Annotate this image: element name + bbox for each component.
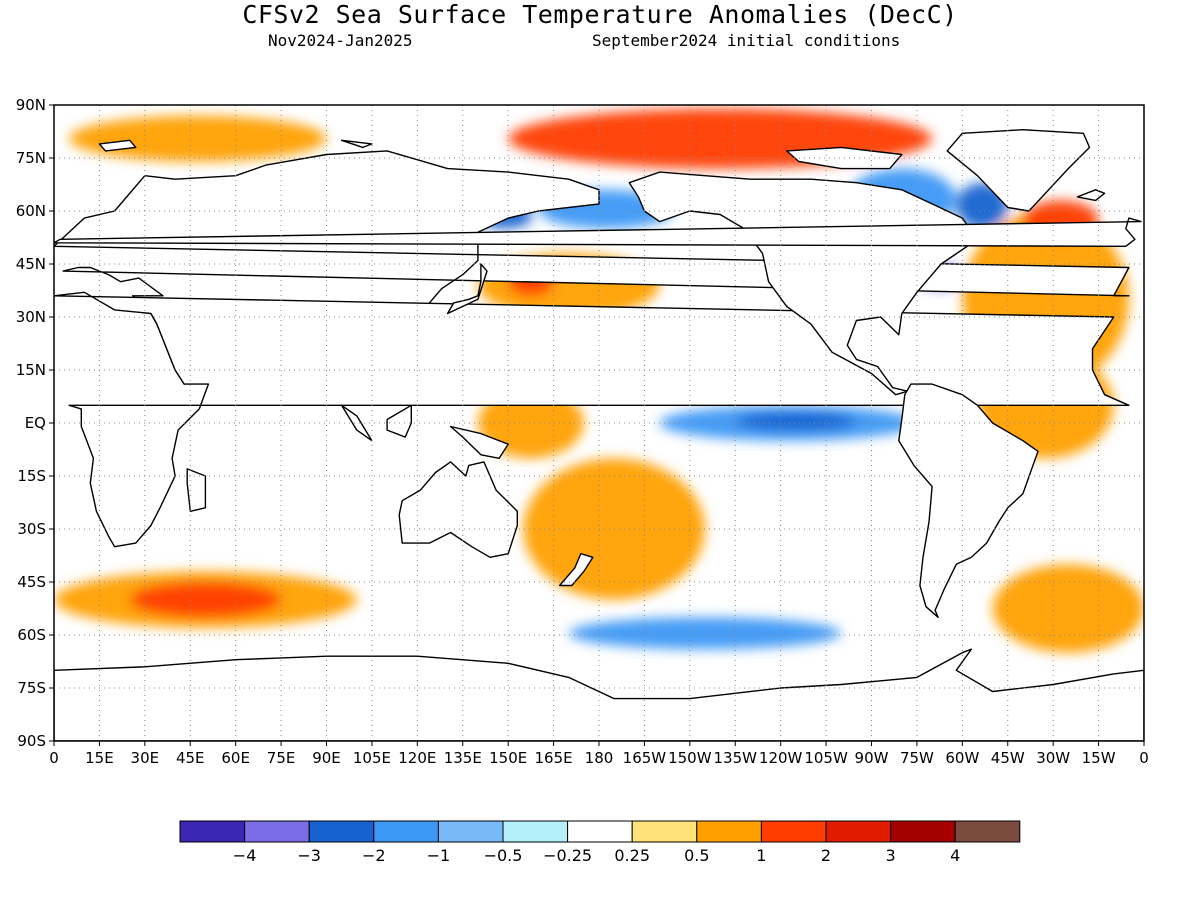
lon-label: 45E	[176, 749, 205, 767]
lon-label: 75W	[900, 749, 934, 767]
lon-label: 45W	[991, 749, 1025, 767]
colorbar-label: −0.5	[484, 846, 523, 865]
colorbar-label: −3	[297, 846, 321, 865]
colorbar-swatch	[308, 820, 375, 843]
lon-label: 60W	[945, 749, 979, 767]
lon-label: 105E	[353, 749, 391, 767]
colorbar-swatch	[373, 820, 439, 843]
anomaly-region	[992, 564, 1144, 653]
colorbar-swatch	[179, 820, 246, 843]
landmass	[449, 425, 509, 459]
colorbar-label: −0.25	[543, 846, 592, 865]
colorbar-swatch	[567, 820, 633, 843]
lon-label: 150W	[668, 749, 712, 767]
lon-label: 30W	[1036, 749, 1070, 767]
colorbar-swatch	[437, 820, 504, 843]
lon-label: 75E	[267, 749, 296, 767]
anomaly-region	[735, 412, 857, 431]
colorbar: −4 −3 −2 −1 −0.5 −0.25 0.25 0.5 1 2 3 4	[179, 820, 1021, 865]
landmass	[558, 553, 594, 587]
lon-label: 30E	[131, 749, 160, 767]
landmass	[54, 291, 1130, 548]
colorbar-swatch	[244, 820, 310, 843]
lon-label: 90E	[312, 749, 341, 767]
landmass	[398, 461, 518, 558]
lon-label: 180	[585, 749, 614, 767]
lon-label: 0	[49, 749, 59, 767]
lon-label: 165E	[535, 749, 573, 767]
anomaly-region	[69, 115, 327, 162]
landmass	[98, 139, 137, 152]
axis-ticks	[49, 104, 1145, 746]
lon-label: 0	[1139, 749, 1149, 767]
lat-label: 45N	[16, 255, 46, 273]
lon-label: 105W	[804, 749, 848, 767]
lat-label: 15N	[16, 361, 46, 379]
lat-label: 30S	[17, 520, 46, 538]
longitude-labels: 0 15E 30E 45E 60E 75E 90E 105E 120E 135E 150E 165E 1…	[49, 749, 1149, 767]
colorbar-swatch	[825, 820, 892, 843]
lon-label: 120W	[759, 749, 803, 767]
landmass	[446, 263, 488, 315]
landmass	[898, 383, 1039, 618]
lat-label: 60N	[16, 202, 46, 220]
colorbar-label: −4	[233, 846, 257, 865]
colorbar-label: 4	[950, 846, 960, 865]
anomaly-region	[568, 617, 842, 650]
lon-label: 150E	[489, 749, 527, 767]
colorbar-swatch	[890, 820, 956, 843]
landmass	[186, 468, 207, 512]
lat-label: 90N	[16, 96, 46, 114]
latitude-labels: 90N 75N 60N 45N 30N 15N EQ 15S 30S 45S 60S 75S 90S	[16, 96, 46, 750]
colorbar-swatch	[696, 820, 762, 843]
landmass	[1076, 189, 1106, 202]
colorbar-swatch	[760, 820, 827, 843]
lon-label: 15W	[1082, 749, 1116, 767]
lon-label: 15E	[85, 749, 114, 767]
colorbar-label: 3	[886, 846, 896, 865]
lat-label: 15S	[17, 467, 46, 485]
colorbar-label: 1	[756, 846, 766, 865]
lat-label: 30N	[16, 308, 46, 326]
colorbar-label: −1	[427, 846, 451, 865]
lat-label: 75N	[16, 149, 46, 167]
lat-label: 90S	[17, 732, 46, 750]
colorbar-label: 2	[821, 846, 831, 865]
landmass	[386, 404, 412, 438]
lon-label: 120E	[398, 749, 436, 767]
lon-label: 165W	[623, 749, 667, 767]
colorbar-swatch	[502, 820, 569, 843]
forecast-period: Nov2024-Jan2025	[268, 31, 413, 50]
landmass	[340, 139, 373, 149]
lon-label: 90W	[855, 749, 889, 767]
colorbar-label: −2	[362, 846, 386, 865]
lat-label: 45S	[17, 573, 46, 591]
initial-conditions: September2024 initial conditions	[592, 31, 901, 50]
map-title: CFSv2 Sea Surface Temperature Anomalies …	[242, 0, 958, 29]
landmass	[946, 129, 1091, 212]
landmass	[54, 217, 1142, 247]
colorbar-label: 0.25	[614, 846, 650, 865]
colorbar-swatch	[954, 820, 1021, 843]
lon-label: 135W	[714, 749, 758, 767]
lon-label: 60E	[221, 749, 250, 767]
colorbar-label: 0.5	[684, 846, 709, 865]
lat-label: EQ	[25, 414, 46, 432]
anomaly-region	[129, 582, 282, 618]
lat-label: 60S	[17, 626, 46, 644]
lat-lon-grid	[54, 105, 1144, 741]
colorbar-swatch	[631, 820, 698, 843]
lat-label: 75S	[17, 679, 46, 697]
lon-label: 135E	[444, 749, 482, 767]
